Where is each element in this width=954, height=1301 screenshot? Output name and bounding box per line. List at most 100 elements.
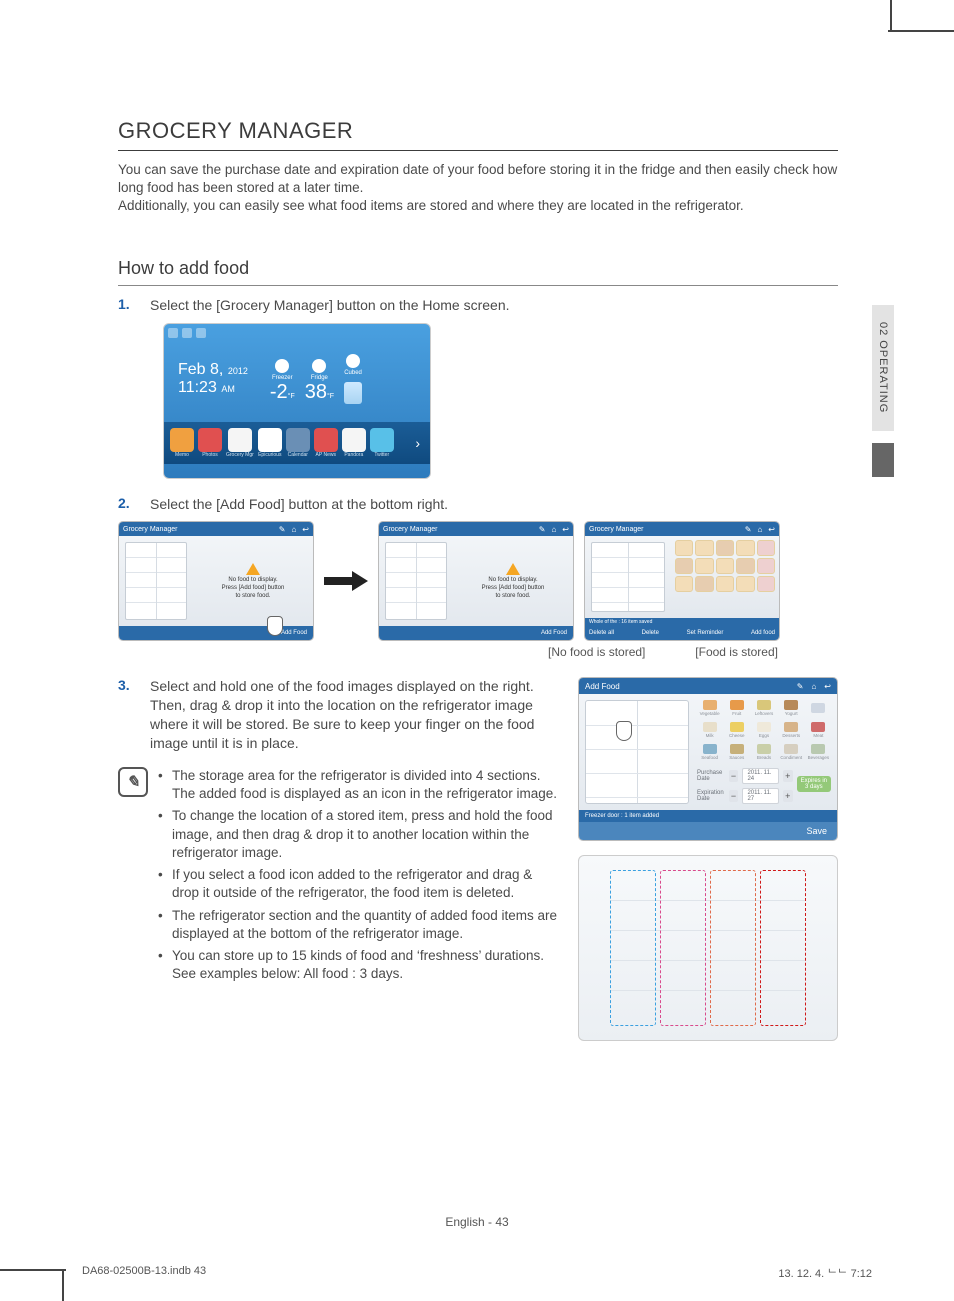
food-item[interactable]: Eggs	[751, 720, 776, 740]
food-item[interactable]: Milk	[697, 720, 722, 740]
note-icon: ✎	[118, 767, 148, 797]
msg-l1: No food to display.	[488, 577, 537, 583]
minus-button[interactable]: −	[729, 790, 739, 802]
fridge-drop-area[interactable]	[585, 700, 689, 804]
step-text: Select and hold one of the food images d…	[150, 677, 560, 753]
page-footer: English - 43	[0, 1215, 954, 1229]
set-reminder-button[interactable]: Set Reminder	[687, 630, 724, 636]
food-item[interactable]: Meat	[806, 720, 831, 740]
addfood-button[interactable]: Add Food	[281, 630, 307, 636]
food-icon[interactable]	[716, 540, 734, 556]
page-content: GROCERY MANAGER You can save the purchas…	[118, 118, 838, 1041]
print-file: DA68-02500B-13.indb 43	[82, 1265, 206, 1281]
save-button[interactable]: Save	[806, 826, 827, 836]
title-rule	[118, 150, 838, 151]
back-icon[interactable]: ↩	[562, 525, 569, 534]
fridge-temp: Fridge 38°F	[305, 359, 334, 404]
back-icon[interactable]: ↩	[824, 682, 831, 691]
ice-icon	[346, 354, 360, 368]
food-icon[interactable]	[716, 576, 734, 592]
food-icon[interactable]	[736, 540, 754, 556]
food-icon[interactable]	[757, 558, 775, 574]
edit-icon[interactable]: ✎	[797, 682, 804, 691]
freezer-value: -2	[270, 381, 288, 403]
food-item[interactable]: Seafood	[697, 742, 722, 762]
dock-memo[interactable]: Memo	[170, 428, 194, 458]
dock-apnews[interactable]: AP News	[314, 428, 338, 458]
step3-container: 3. Select and hold one of the food image…	[118, 677, 838, 1041]
section-tab-dark	[872, 443, 894, 477]
food-icon[interactable]	[695, 540, 713, 556]
plus-button[interactable]: +	[783, 770, 793, 782]
food-icon[interactable]	[757, 540, 775, 556]
side-tab: 02 OPERATING	[872, 305, 894, 477]
edit-icon[interactable]: ✎	[539, 525, 546, 534]
note-item: The storage area for the refrigerator is…	[158, 767, 560, 803]
dock-grocery[interactable]: Grocery Mgr	[226, 428, 254, 458]
food-item[interactable]: Condiment	[779, 742, 804, 762]
warning-icon	[246, 563, 260, 575]
food-item[interactable]: Beverages	[806, 742, 831, 762]
minus-button[interactable]: −	[729, 770, 739, 782]
panel-title: Grocery Manager	[383, 526, 437, 533]
food-item[interactable]: Desserts	[779, 720, 804, 740]
food-icon[interactable]	[675, 540, 693, 556]
back-icon[interactable]: ↩	[768, 525, 775, 534]
cube-icon	[344, 382, 362, 404]
badge-l2: 3 days	[801, 784, 827, 790]
status-bar	[164, 324, 430, 342]
dock-pandora[interactable]: Pandora	[342, 428, 366, 458]
edit-icon[interactable]: ✎	[279, 525, 286, 534]
addfood-panel: Add Food ✎⌂↩ Vegetable Fruit Leftovers Y…	[578, 677, 838, 841]
dock-twitter[interactable]: Twitter	[370, 428, 394, 458]
msg-l1: No food to display.	[228, 577, 277, 583]
food-item[interactable]: Yogurt	[779, 698, 804, 718]
food-icon[interactable]	[675, 558, 693, 574]
food-item[interactable]: Sauces	[724, 742, 749, 762]
food-item[interactable]: Leftovers	[751, 698, 776, 718]
addfood-button[interactable]: Add Food	[541, 630, 567, 636]
food-item[interactable]: Vegetable	[697, 698, 722, 718]
food-item[interactable]: Breads	[751, 742, 776, 762]
home-icon[interactable]: ⌂	[757, 525, 762, 534]
addfood-status: Freezer door : 1 item added	[579, 810, 837, 822]
dock-calendar[interactable]: Calendar	[286, 428, 310, 458]
msg-l3: to store food.	[495, 593, 530, 599]
purchase-date-row: Purchase Date − 2011. 11. 24 +	[697, 768, 793, 784]
food-icon[interactable]	[736, 576, 754, 592]
food-icon[interactable]	[736, 558, 754, 574]
addfood-footer: Save	[579, 822, 837, 840]
addfood-button[interactable]: Add food	[751, 630, 775, 636]
edit-icon[interactable]: ✎	[745, 525, 752, 534]
food-item[interactable]: Fruit	[724, 698, 749, 718]
dock-photos[interactable]: Photos	[198, 428, 222, 458]
food-icon[interactable]	[757, 576, 775, 592]
note-box: ✎ The storage area for the refrigerator …	[118, 767, 560, 987]
msg-l2: Press [Add food] button	[482, 585, 545, 591]
delete-button[interactable]: Delete	[642, 630, 659, 636]
home-icon[interactable]: ⌂	[811, 682, 816, 691]
fridge-thumbnail	[125, 542, 187, 620]
gm-panel-empty-2: Grocery Manager ✎ ⌂ ↩ No food to display. P…	[378, 521, 574, 641]
delete-all-button[interactable]: Delete all	[589, 630, 614, 636]
dock-next-icon[interactable]: ›	[415, 435, 420, 451]
back-icon[interactable]: ↩	[302, 525, 309, 534]
food-icon[interactable]	[695, 576, 713, 592]
food-icon[interactable]	[695, 558, 713, 574]
home-icon[interactable]: ⌂	[551, 525, 556, 534]
food-icon[interactable]	[716, 558, 734, 574]
fridge-section-4	[760, 870, 806, 1026]
purchase-date-value: 2011. 11. 24	[742, 768, 778, 784]
empty-message: No food to display. Press [Add food] but…	[193, 536, 313, 626]
clock-widget: Feb 8, 2012 11:23 AM	[178, 361, 248, 396]
dock-epicurious[interactable]: Epicurious	[258, 428, 282, 458]
home-icon[interactable]: ⌂	[291, 525, 296, 534]
food-icon[interactable]	[675, 576, 693, 592]
unit: °F	[288, 393, 295, 400]
plus-button[interactable]: +	[783, 790, 793, 802]
note-bullets: The storage area for the refrigerator is…	[158, 767, 560, 987]
warning-icon	[506, 563, 520, 575]
temperature-widgets: Freezer -2°F Fridge 38°F Cubed	[270, 354, 362, 404]
food-item[interactable]	[806, 698, 831, 718]
food-item[interactable]: Cheese	[724, 720, 749, 740]
